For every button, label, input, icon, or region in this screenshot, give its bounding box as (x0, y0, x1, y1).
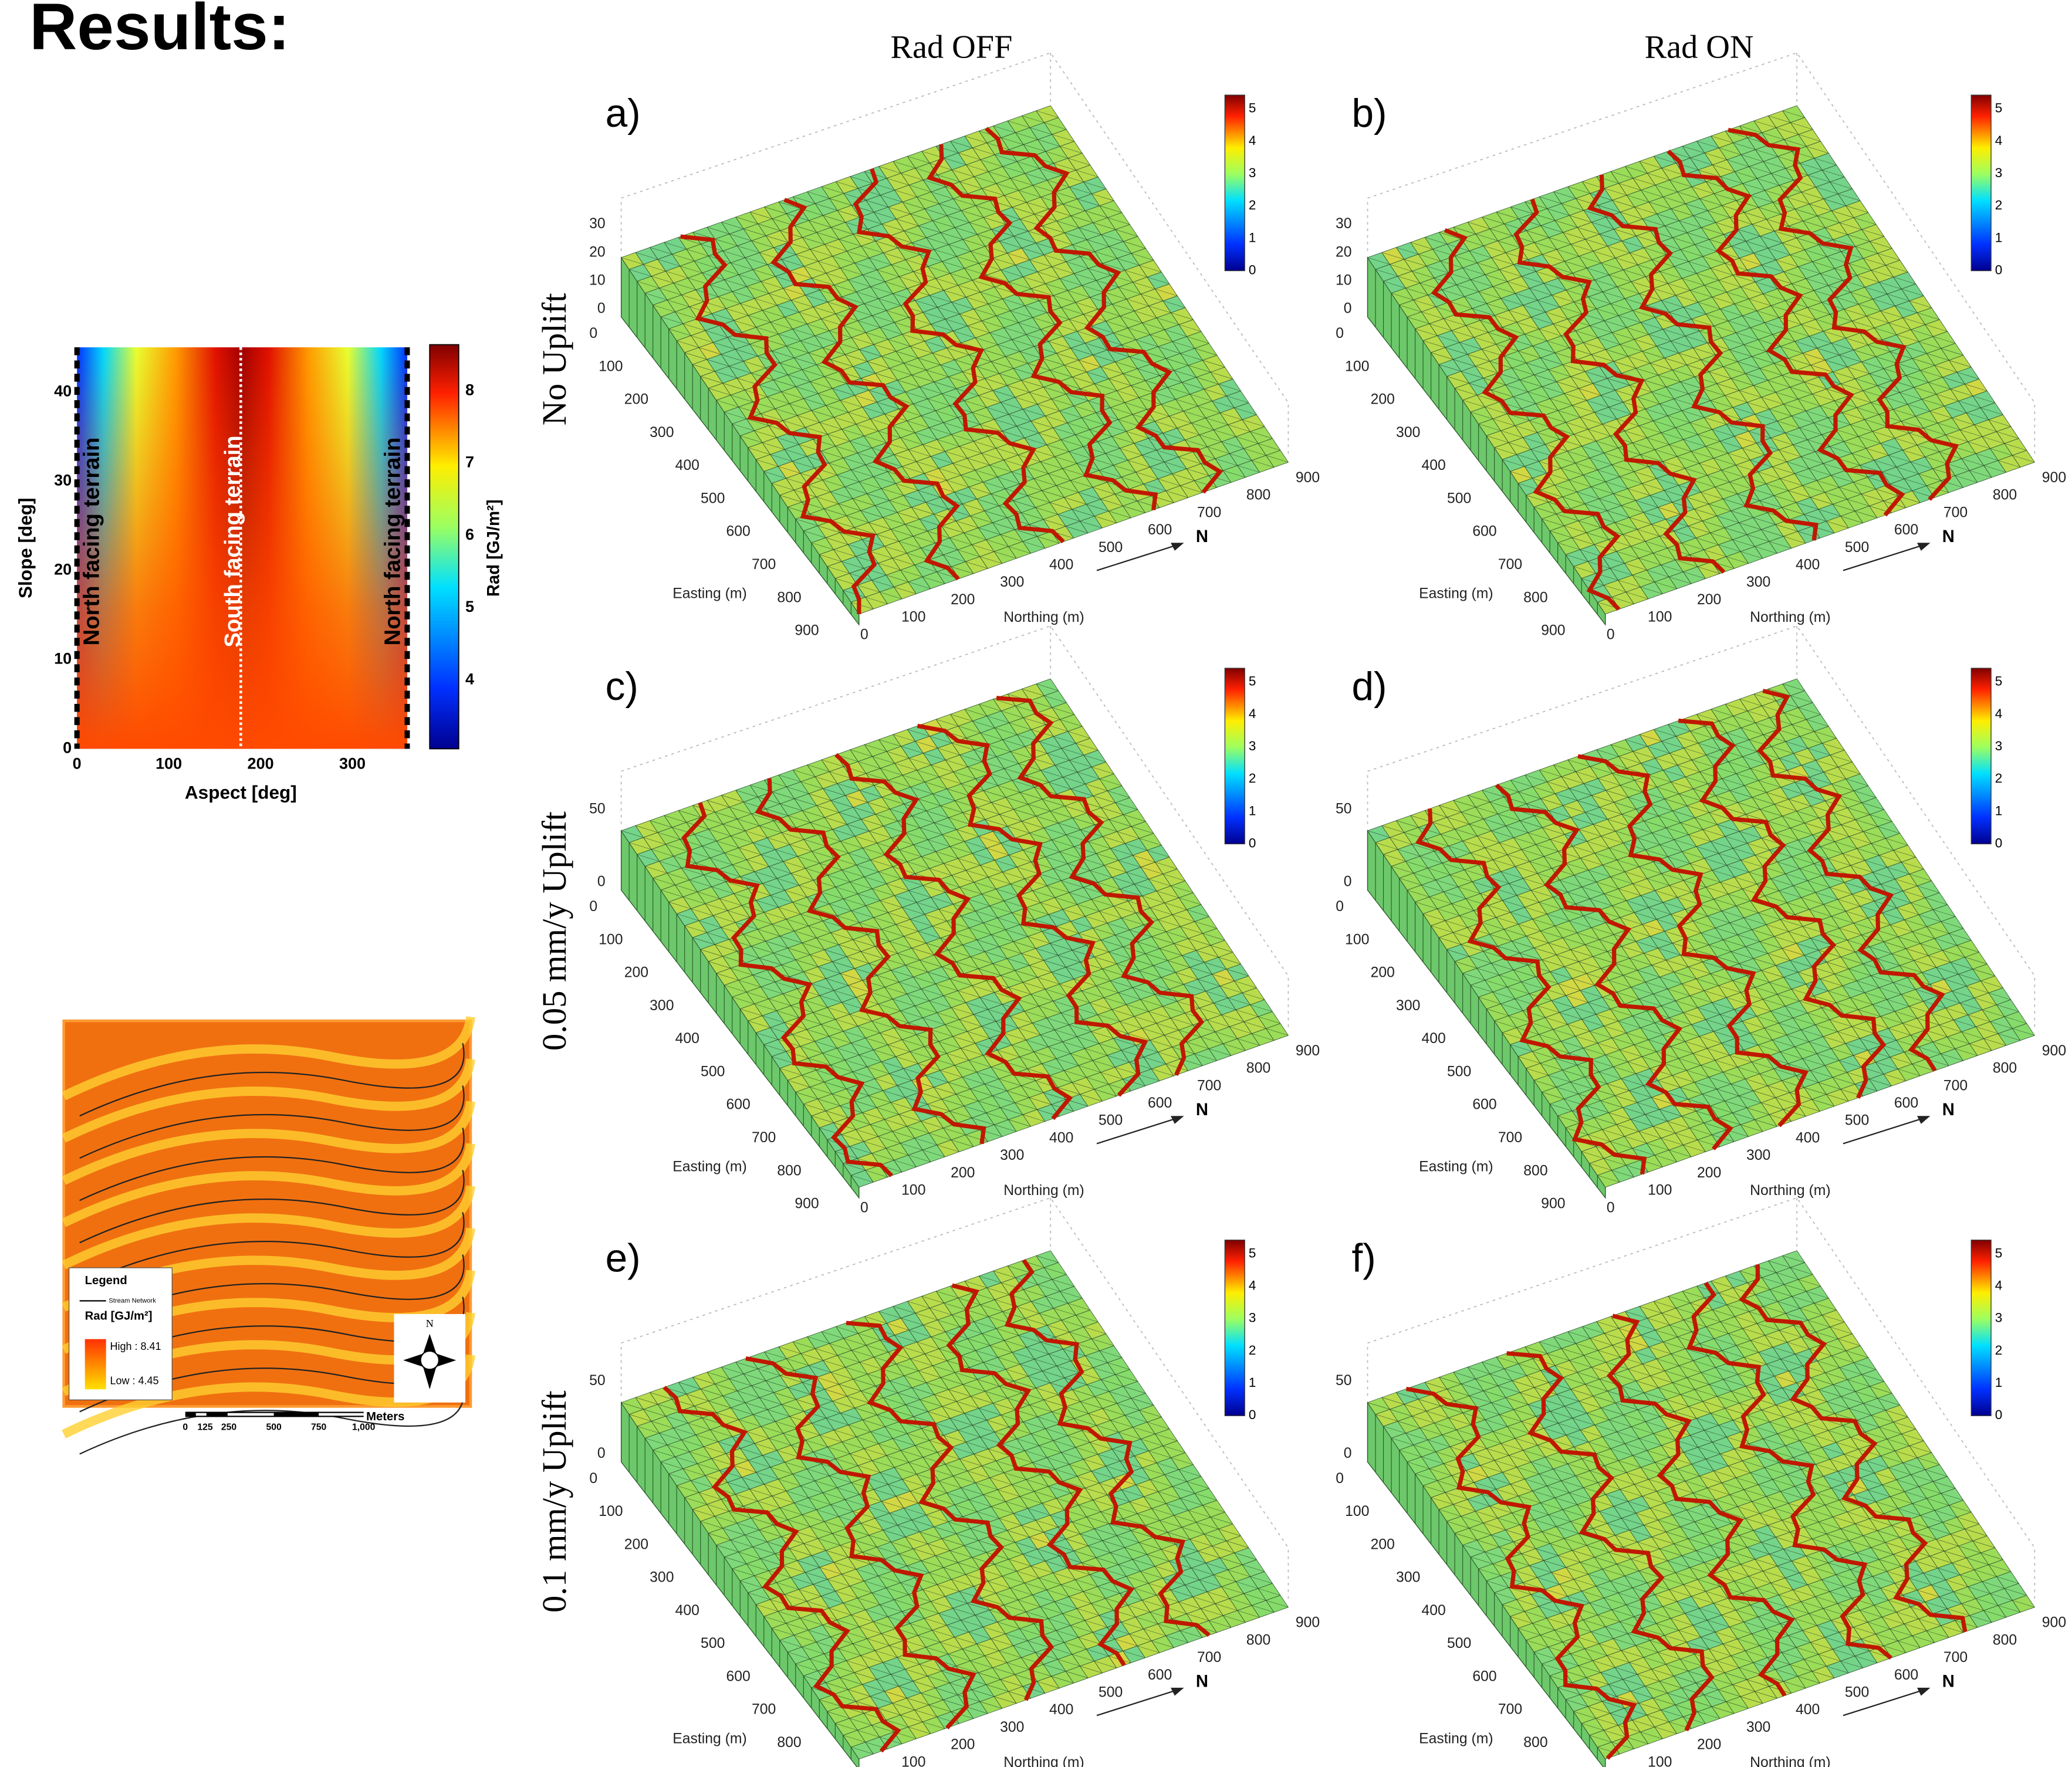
northing-tick: 200 (1697, 592, 1721, 608)
northing-tick: 0 (860, 627, 868, 642)
easting-tick: 100 (1345, 358, 1369, 374)
colorbar (1225, 95, 1245, 270)
colorbar-tick: 1 (1995, 230, 2003, 245)
easting-tick: 100 (599, 358, 623, 374)
easting-label: Easting (m) (672, 586, 747, 602)
easting-tick: 500 (1447, 490, 1471, 506)
z-tick-label: 20 (1336, 244, 1352, 260)
colorbar-tick: 5 (1995, 101, 2003, 116)
easting-tick: 200 (624, 392, 648, 408)
north-label: N (1196, 527, 1208, 546)
easting-tick: 400 (675, 458, 699, 473)
row-label: 0.05 mm/y Uplift (535, 811, 573, 1051)
z-tick-label: 0 (597, 300, 606, 316)
northing-tick: 700 (1197, 505, 1221, 520)
easting-tick: 500 (701, 490, 725, 506)
northing-tick: 800 (1246, 488, 1270, 503)
panel-label: b) (1352, 92, 1387, 136)
easting-tick: 800 (777, 590, 801, 605)
easting-label: Easting (m) (1419, 586, 1493, 602)
z-tick-label: 10 (1336, 272, 1352, 288)
colorbar-tick: 5 (1249, 101, 1256, 116)
northing-tick: 600 (1148, 522, 1172, 538)
colorbar-tick: 0 (1249, 262, 1256, 277)
colorbar-tick: 4 (1995, 133, 2003, 148)
easting-tick: 900 (1541, 623, 1565, 639)
northing-tick: 700 (1943, 505, 1968, 520)
northing-tick: 400 (1049, 557, 1073, 573)
z-tick-label: 0 (1344, 300, 1352, 316)
northing-tick: 800 (1993, 488, 2017, 503)
northing-label: Northing (m) (1003, 610, 1084, 625)
easting-tick: 300 (1396, 425, 1420, 441)
easting-tick: 600 (1472, 524, 1496, 540)
z-tick-label: 30 (1336, 216, 1352, 232)
northing-tick: 0 (1607, 627, 1615, 642)
northing-tick: 600 (1894, 522, 1918, 538)
easting-tick: 0 (589, 326, 597, 341)
colorbar-tick: 3 (1249, 165, 1256, 180)
easting-tick: 700 (1498, 557, 1522, 573)
northing-tick: 500 (1098, 540, 1123, 556)
slide-title: Results: (29, 0, 290, 63)
northing-tick: 900 (1296, 470, 1320, 486)
z-tick-label: 10 (589, 272, 606, 288)
northing-tick: 300 (1000, 574, 1024, 590)
colorbar-tick: 4 (1249, 133, 1256, 148)
panel-label: a) (606, 92, 641, 136)
north-arrowhead (1171, 543, 1184, 551)
colorbar-tick: 3 (1995, 165, 2003, 180)
column-header: Rad OFF (890, 29, 1012, 65)
northing-tick: 900 (2042, 470, 2066, 486)
row-label: No Uplift (535, 293, 573, 425)
row-label: 0.1 mm/y Uplift (535, 1390, 573, 1613)
north-arrowhead (1917, 543, 1931, 551)
easting-tick: 400 (1422, 458, 1446, 473)
easting-tick: 600 (726, 524, 751, 540)
colorbar (1971, 95, 1991, 270)
easting-tick: 300 (650, 425, 674, 441)
z-tick-label: 30 (589, 216, 606, 232)
column-header: Rad ON (1645, 29, 1754, 65)
northing-tick: 100 (1648, 610, 1672, 625)
colorbar-tick: 1 (1249, 230, 1256, 245)
colorbar-tick: 2 (1249, 198, 1256, 212)
northing-tick: 100 (901, 610, 925, 625)
northing-tick: 400 (1796, 557, 1820, 573)
easting-tick: 900 (795, 623, 819, 639)
northing-label: Northing (m) (1750, 610, 1831, 625)
northing-tick: 500 (1845, 540, 1869, 556)
north-label: N (1942, 527, 1955, 546)
northing-tick: 200 (951, 592, 975, 608)
content: Results: Rad OFF Rad ON No Uplift 0.05 mm/y … (15, 0, 2066, 1767)
z-tick-label: 20 (589, 244, 606, 260)
easting-tick: 200 (1371, 392, 1395, 408)
colorbar-tick: 0 (1995, 262, 2003, 277)
colorbar-tick: 2 (1995, 198, 2003, 212)
surface-panel: 3020100010020030040050060070080090001002… (1336, 53, 2066, 642)
easting-tick: 0 (1336, 326, 1344, 341)
easting-tick: 700 (752, 557, 776, 573)
easting-tick: 800 (1523, 590, 1547, 605)
surface-panel: 3020100010020030040050060070080090001002… (589, 53, 1320, 642)
surface-panel: 5000100200300400500600700800900010020030… (589, 626, 1320, 1216)
northing-tick: 300 (1746, 574, 1770, 590)
